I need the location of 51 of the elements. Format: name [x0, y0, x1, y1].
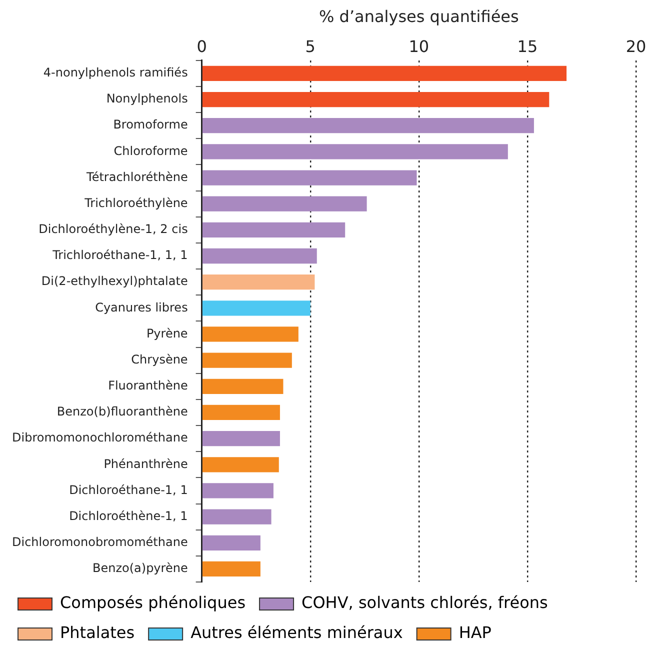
x-tick-label: 0: [196, 36, 207, 56]
y-tick-label: Fluoranthène: [108, 378, 188, 393]
y-tick-label: Nonylphenols: [106, 92, 188, 106]
bar: [202, 222, 346, 238]
bar: [202, 483, 274, 498]
bar: [202, 561, 260, 577]
y-tick-label: Benzo(a)pyrène: [92, 561, 188, 576]
y-tick-label: Dichloroéthane-1, 1: [69, 482, 188, 497]
bar: [202, 300, 310, 316]
y-tick-label: Phénanthrène: [104, 456, 188, 471]
bar: [202, 352, 292, 368]
legend-label: HAP: [458, 623, 492, 642]
y-tick-label: Chrysène: [131, 352, 188, 366]
y-tick-label: Dibromomonochlorométhane: [12, 430, 188, 445]
x-axis-title: % d’analyses quantifiées: [318, 6, 519, 26]
bar: [202, 457, 279, 472]
bar: [202, 378, 284, 394]
x-tick-label: 10: [408, 36, 430, 56]
y-tick-label: Chloroforme: [114, 144, 188, 158]
y-tick-label: Pyrène: [146, 326, 188, 340]
bar: [202, 92, 550, 108]
y-tick-label: Dichloroéthène-1, 1: [69, 508, 188, 523]
y-tick-label: Dichloroéthylène-1, 2 cis: [38, 222, 188, 236]
y-tick-label: Trichloroéthane-1, 1, 1: [52, 248, 188, 262]
y-tick-label: Benzo(b)fluoranthène: [56, 404, 188, 419]
bar: [202, 248, 317, 264]
y-tick-label: Trichloroéthylène: [84, 196, 188, 210]
legend-label: Autres éléments minéraux: [190, 623, 403, 642]
bar: [202, 535, 260, 550]
legend-label: COHV, solvants chlorés, fréons: [302, 593, 548, 612]
x-tick-label: 20: [626, 36, 646, 56]
x-tick-label: 5: [305, 36, 316, 56]
bar: [202, 144, 508, 160]
bar: [202, 170, 417, 186]
y-tick-label: Di(2-ethylhexyl)phtalate: [41, 274, 188, 288]
bar: [202, 404, 280, 420]
y-tick-label: 4-nonylphenols ramifiés: [43, 66, 188, 80]
bar: [202, 118, 534, 134]
bar: [202, 274, 315, 290]
bar: [202, 430, 280, 446]
y-tick-label: Bromoforme: [113, 118, 188, 132]
bar: [202, 326, 298, 342]
bar: [202, 509, 272, 524]
y-tick-label: Cyanures libres: [95, 300, 188, 314]
legend-label: Phtalates: [60, 623, 135, 642]
bar: [202, 196, 367, 212]
legend-label: Composés phénoliques: [60, 593, 246, 612]
y-tick-label: Dichloromonobromométhane: [12, 535, 188, 550]
y-tick-label: Tétrachloréthène: [86, 170, 188, 184]
x-tick-label: 15: [517, 36, 538, 56]
bar: [202, 66, 567, 82]
